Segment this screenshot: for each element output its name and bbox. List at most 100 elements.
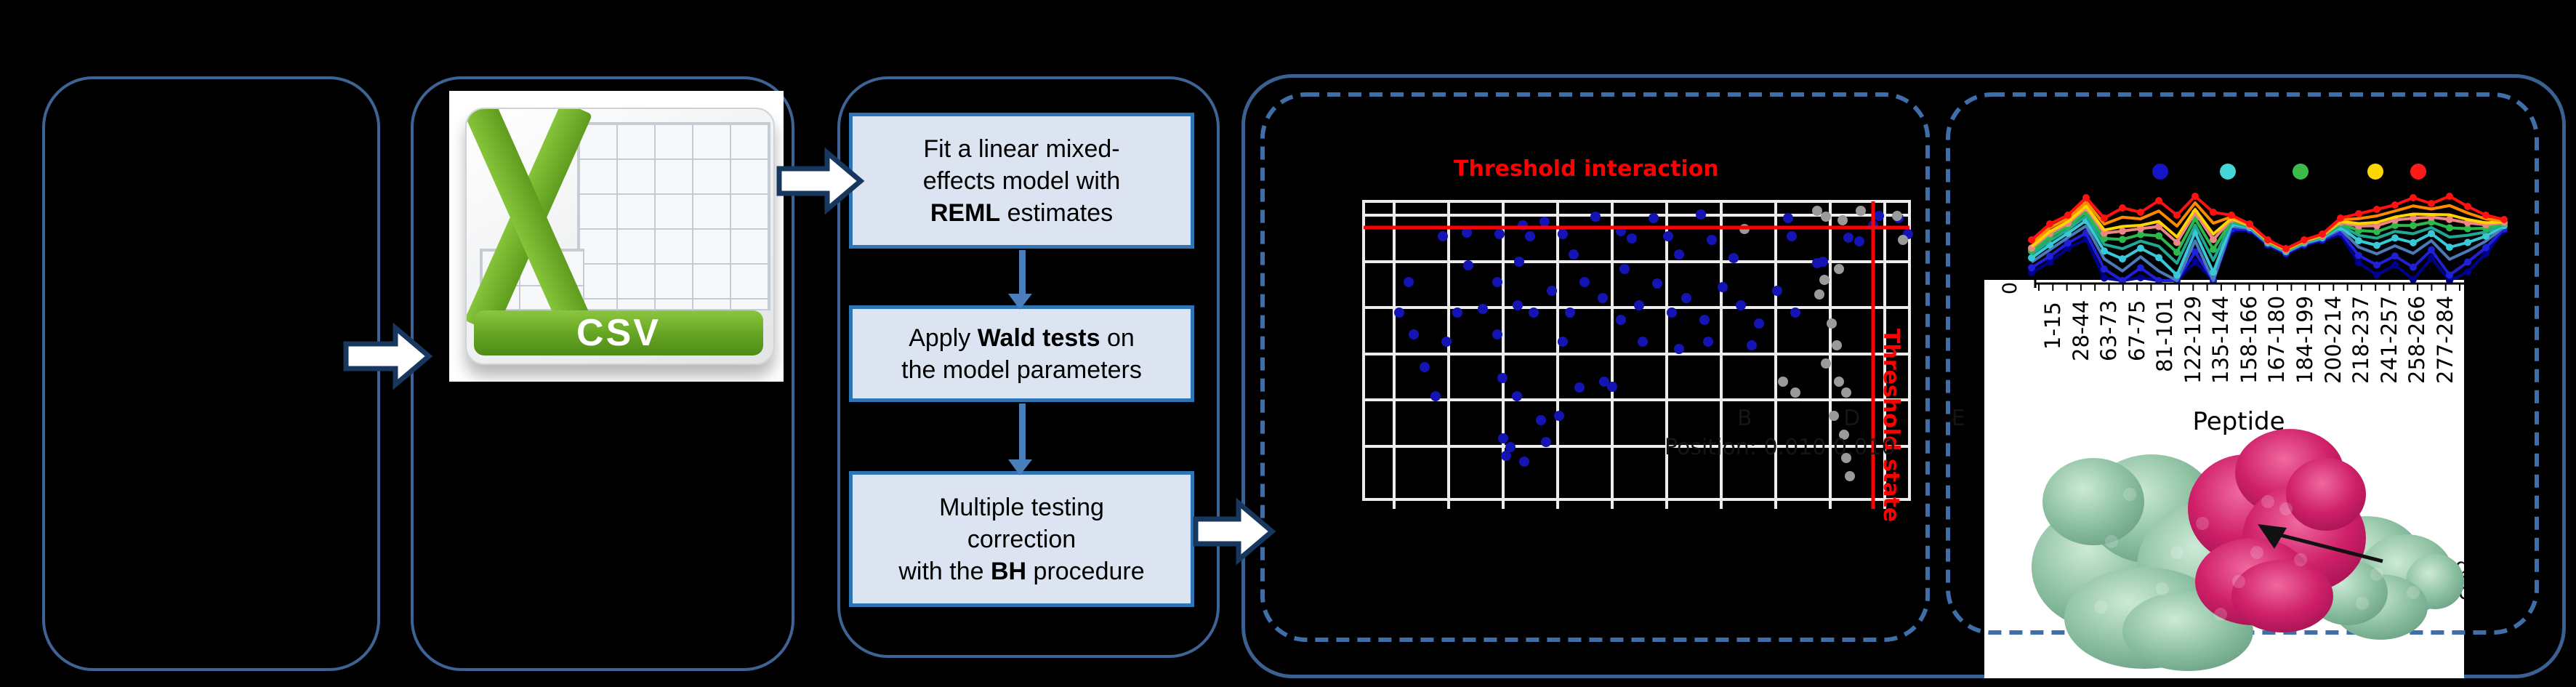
scatter-point-significant-blue [1718, 282, 1728, 292]
scatter-point-significant-blue [1441, 337, 1452, 347]
scatter-point-significant-blue [1529, 308, 1539, 318]
hdx-marker-salmon [2119, 227, 2126, 235]
csv-file-image: CSV [449, 91, 784, 382]
surface-highlight [2196, 517, 2209, 530]
hdx-marker-red [2264, 236, 2271, 244]
hdx-marker-cyan [2428, 230, 2435, 238]
hdx-marker-red [2301, 236, 2308, 244]
scatter-point-nonsignificant-gray [1821, 358, 1831, 369]
scatter-point-significant-blue [1728, 253, 1739, 263]
legend-timepoint-dot [2220, 164, 2236, 180]
surface-highlight [2250, 546, 2263, 559]
scatter-point-significant-blue [1463, 260, 1473, 270]
surface-highlight [2370, 568, 2383, 581]
scatter-point-significant-blue [1787, 231, 1797, 241]
scatter-dashed-panel [1260, 92, 1930, 642]
hdx-marker-blue [2101, 265, 2108, 273]
surface-highlight [2261, 495, 2274, 508]
flowchart-box-bh: Multiple testing correction with the BH … [849, 471, 1194, 607]
hdx-marker-salmon [2210, 236, 2217, 244]
arrow-step3-to-results [1193, 497, 1276, 566]
hdx-marker-cyan [2101, 247, 2108, 255]
hdx-marker-red [2064, 212, 2072, 219]
scatter-point-significant-blue [1497, 373, 1508, 383]
legend-timepoint-dot [2293, 164, 2309, 180]
binding-interface-arrow [2258, 524, 2383, 563]
hdx-marker-red [2119, 204, 2126, 212]
scatter-point-significant-blue [1525, 231, 1535, 241]
hdx-marker-green [2173, 249, 2181, 256]
fc1-line3-rest: estimates [1000, 198, 1114, 227]
fc3-line2: correction [967, 525, 1076, 553]
scatter-point-significant-blue [1627, 233, 1637, 244]
hdx-marker-navy [2482, 249, 2490, 257]
scatter-point-nonsignificant-gray [1829, 411, 1839, 421]
hdx-marker-cyan [2373, 241, 2380, 249]
pipeline-step-1-panel [42, 76, 380, 671]
scatter-point-significant-blue [1558, 229, 1568, 239]
surface-highlight [2214, 608, 2227, 621]
hdx-marker-navy [2428, 254, 2435, 262]
hdx-marker-green [2391, 222, 2399, 230]
hdx-marker-red [2337, 214, 2344, 222]
hdx-marker-red [2373, 206, 2380, 213]
scatter-point-nonsignificant-gray [1841, 453, 1851, 463]
scatter-point-nonsignificant-gray [1814, 289, 1824, 300]
scatter-point-significant-blue [1649, 213, 1659, 223]
hdx-marker-red [2319, 230, 2326, 238]
flowchart-box-reml: Fit a linear mixed- effects model with R… [849, 113, 1194, 249]
fc1-line1: Fit a linear mixed- [923, 134, 1120, 163]
csv-banner: CSV [474, 310, 763, 355]
hdx-marker-navy [2410, 276, 2417, 284]
hdx-marker-salmon [2101, 229, 2108, 237]
fc1-line3-bold: REML [930, 198, 1001, 227]
scatter-point-significant-blue [1663, 231, 1673, 241]
hdx-marker-blue [2191, 248, 2199, 256]
hdx-marker-navy [2137, 274, 2144, 281]
scatter-point-significant-blue [1699, 315, 1710, 325]
hdx-marker-red [2355, 210, 2362, 217]
surface-highlight [2294, 553, 2307, 566]
scatter-point-significant-blue [1438, 231, 1448, 241]
hdx-marker-navy [2046, 258, 2053, 266]
scatter-point-significant-blue [1462, 228, 1472, 238]
hdx-marker-blue [2446, 271, 2453, 279]
hdx-marker-cyan [2028, 254, 2035, 262]
scatter-point-nonsignificant-gray [1839, 430, 1849, 440]
hdx-marker-navy [2355, 259, 2362, 267]
scatter-point-significant-blue [1607, 382, 1617, 392]
scatter-point-significant-blue [1541, 437, 1551, 447]
hdx-marker-salmon [2446, 215, 2453, 223]
scatter-point-significant-blue [1843, 233, 1853, 243]
scatter-point-significant-blue [1409, 329, 1419, 340]
scatter-point-significant-blue [1754, 318, 1764, 329]
hdx-marker-navy [2101, 274, 2108, 282]
scatter-point-significant-blue [1652, 278, 1662, 289]
scatter-point-significant-blue [1498, 433, 1508, 443]
scatter-point-significant-blue [1854, 236, 1864, 246]
scatter-point-significant-blue [1565, 308, 1575, 318]
hdx-marker-green [2464, 225, 2471, 233]
scatter-point-significant-blue [1818, 257, 1828, 267]
hdx-marker-green [2446, 224, 2453, 232]
scatter-point-nonsignificant-gray [1778, 377, 1788, 387]
scatter-point-significant-blue [1501, 451, 1511, 461]
arrow-step2-to-step3 [776, 147, 865, 215]
fc3-line3-pre: with the [898, 557, 991, 585]
peptide-axis-title: Peptide [2192, 407, 2285, 436]
hdx-marker-blue [2137, 264, 2144, 272]
csv-file-icon: CSV [465, 108, 775, 365]
hdx-marker-green [2373, 228, 2380, 236]
hdx-marker-red [2101, 214, 2108, 222]
scatter-point-significant-blue [1634, 300, 1644, 310]
hdx-marker-green [2410, 222, 2417, 230]
hdx-marker-navy [2373, 271, 2380, 278]
hdx-marker-blue [2028, 264, 2035, 272]
scatter-point-significant-blue [1667, 308, 1677, 318]
scatter-point-significant-blue [1547, 286, 1557, 296]
hdx-marker-cyan [2119, 255, 2126, 263]
scatter-point-significant-blue [1696, 209, 1706, 220]
hdx-marker-blue [2410, 263, 2417, 271]
scatter-point-significant-blue [1394, 308, 1404, 318]
